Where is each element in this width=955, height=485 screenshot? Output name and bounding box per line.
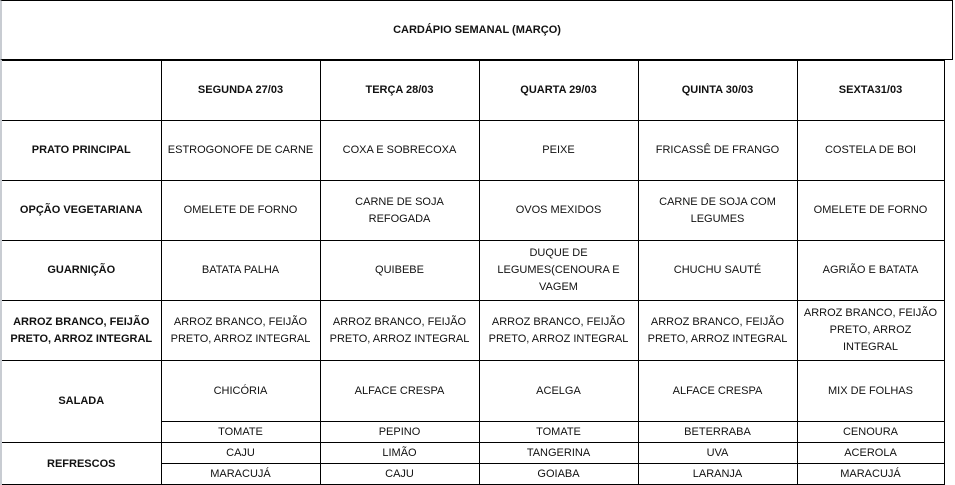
row-label: ARROZ BRANCO, FEIJÃO PRETO, ARROZ INTEGR… — [0, 300, 162, 361]
cell: ALFACE CRESPA — [319, 360, 480, 422]
cell: CARNE DE SOJA REFOGADA — [319, 180, 480, 241]
cell: ARROZ BRANCO, FEIJÃO PRETO, ARROZ INTEGR… — [637, 300, 798, 361]
cell: CENOURA — [796, 421, 945, 443]
day-header: TERÇA 28/03 — [319, 60, 480, 121]
cell: CARNE DE SOJA COM LEGUMES — [637, 180, 798, 241]
table-row: GUARNIÇÃO BATATA PALHA QUIBEBE DUQUE DE … — [0, 240, 945, 301]
cell: MIX DE FOLHAS — [796, 360, 945, 422]
day-header: QUARTA 29/03 — [478, 60, 639, 121]
refrescos-row: REFRESCOS CAJU LIMÃO TANGERINA UVA ACERO… — [0, 442, 945, 485]
cell: ARROZ BRANCO, FEIJÃO PRETO, ARROZ INTEGR… — [160, 300, 321, 361]
table-row: PRATO PRINCIPAL ESTROGONOFE DE CARNE COX… — [0, 120, 945, 181]
table-row: ARROZ BRANCO, FEIJÃO PRETO, ARROZ INTEGR… — [0, 300, 945, 361]
cell: MARACUJÁ — [796, 463, 945, 485]
cell: PEPINO — [319, 421, 480, 443]
row-label: PRATO PRINCIPAL — [0, 120, 162, 181]
menu-title: CARDÁPIO SEMANAL (MARÇO) — [0, 0, 953, 60]
cell: PEIXE — [478, 120, 639, 181]
cell: TOMATE — [160, 421, 321, 443]
cell: CHUCHU SAUTÉ — [637, 240, 798, 301]
cell: COSTELA DE BOI — [796, 120, 945, 181]
cell: ACEROLA — [796, 442, 945, 464]
menu-table: SEGUNDA 27/03 TERÇA 28/03 QUARTA 29/03 Q… — [0, 60, 945, 485]
cell: FRICASSÊ DE FRANGO — [637, 120, 798, 181]
salada-row: SALADA CHICÓRIA ALFACE CRESPA ACELGA ALF… — [0, 360, 945, 443]
cell: LIMÃO — [319, 442, 480, 464]
cell: CAJU — [160, 442, 321, 464]
cell: BETERRABA — [637, 421, 798, 443]
cell: ESTROGONOFE DE CARNE — [160, 120, 321, 181]
row-label: GUARNIÇÃO — [0, 240, 162, 301]
day-header: SEGUNDA 27/03 — [160, 60, 321, 121]
cell: COXA E SOBRECOXA — [319, 120, 480, 181]
cell: UVA — [637, 442, 798, 464]
cell: LARANJA — [637, 463, 798, 485]
cell: QUIBEBE — [319, 240, 480, 301]
row-label: REFRESCOS — [0, 442, 162, 485]
corner-cell — [0, 60, 162, 121]
cell: AGRIÃO E BATATA — [796, 240, 945, 301]
cell: OVOS MEXIDOS — [478, 180, 639, 241]
day-header: QUINTA 30/03 — [637, 60, 798, 121]
cell: OMELETE DE FORNO — [160, 180, 321, 241]
cell: BATATA PALHA — [160, 240, 321, 301]
row-label: OPÇÃO VEGETARIANA — [0, 180, 162, 241]
cell: CAJU — [319, 463, 480, 485]
cell: OMELETE DE FORNO — [796, 180, 945, 241]
cell: ARROZ BRANCO, FEIJÃO PRETO, ARROZ INTEGR… — [319, 300, 480, 361]
cell: TOMATE — [478, 421, 639, 443]
table-row: OPÇÃO VEGETARIANA OMELETE DE FORNO CARNE… — [0, 180, 945, 241]
cell: CHICÓRIA — [160, 360, 321, 422]
salada-row-2: TOMATE PEPINO TOMATE BETERRABA CENOURA — [1, 421, 945, 443]
header-row: SEGUNDA 27/03 TERÇA 28/03 QUARTA 29/03 Q… — [0, 60, 945, 121]
cell: ARROZ BRANCO, FEIJÃO PRETO, ARROZ INTEGR… — [478, 300, 639, 361]
cell: MARACUJÁ — [160, 463, 321, 485]
cell: ARROZ BRANCO, FEIJÃO PRETO, ARROZ INTEGR… — [796, 300, 945, 361]
cell: ACELGA — [478, 360, 639, 422]
cell: GOIABA — [478, 463, 639, 485]
cell: TANGERINA — [478, 442, 639, 464]
day-header: SEXTA31/03 — [796, 60, 945, 121]
row-label: SALADA — [0, 360, 162, 443]
cell: DUQUE DE LEGUMES(CENOURA E VAGEM — [478, 240, 639, 301]
cell: ALFACE CRESPA — [637, 360, 798, 422]
